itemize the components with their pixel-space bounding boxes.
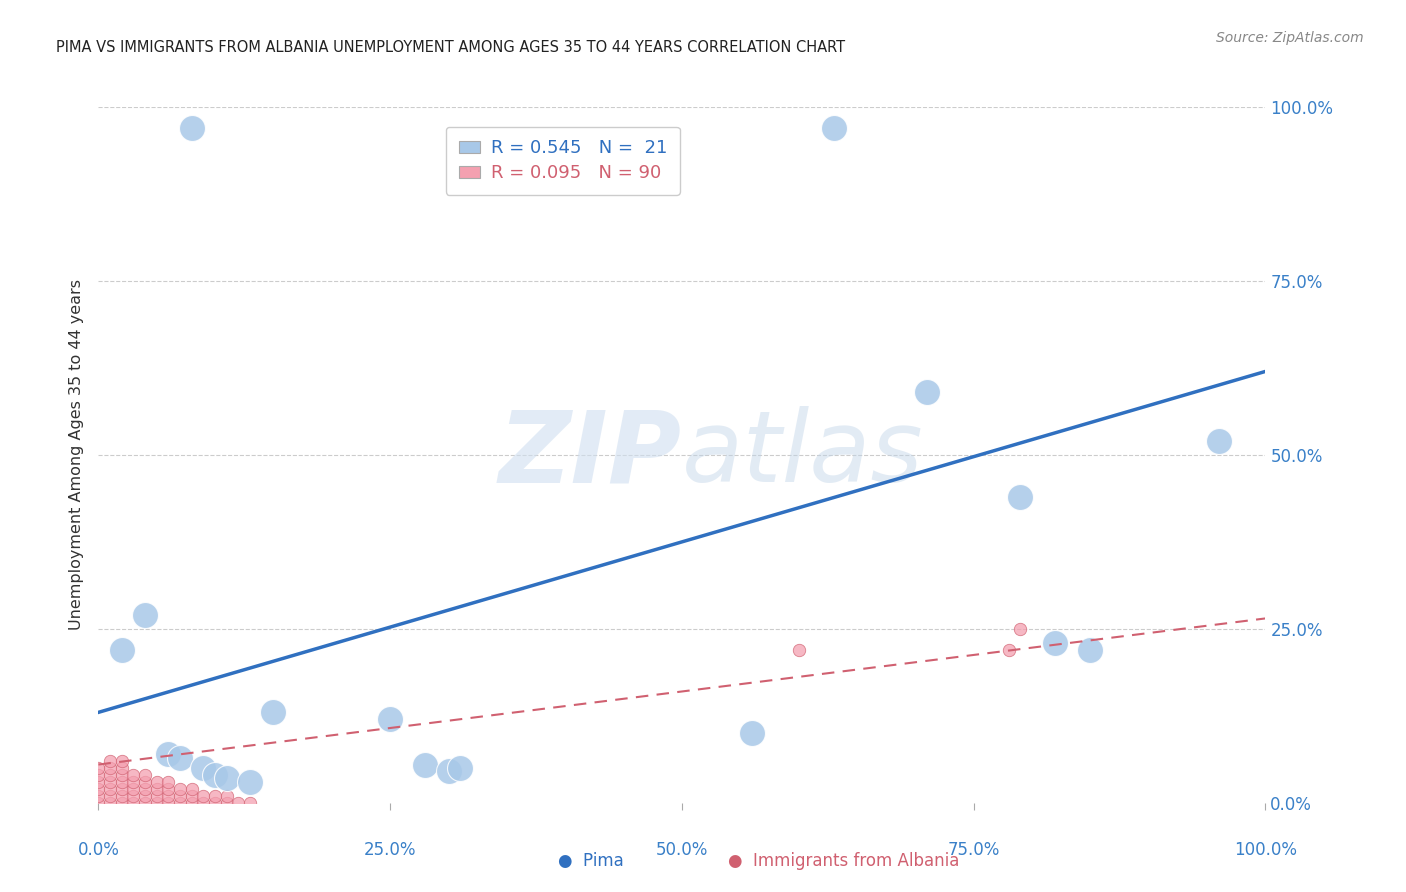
Point <box>157 775 180 789</box>
Point <box>111 768 134 782</box>
Point <box>1208 434 1230 448</box>
Text: 50.0%: 50.0% <box>655 841 709 859</box>
Point <box>87 761 110 775</box>
Point <box>134 789 156 803</box>
Point <box>87 775 110 789</box>
Point <box>134 781 156 796</box>
Point <box>134 768 156 782</box>
Point <box>169 750 191 764</box>
Point <box>823 120 845 135</box>
Text: 25.0%: 25.0% <box>364 841 416 859</box>
Point <box>741 726 763 740</box>
Point <box>787 642 810 657</box>
Point <box>98 781 121 796</box>
Text: Source: ZipAtlas.com: Source: ZipAtlas.com <box>1216 31 1364 45</box>
Point <box>122 796 145 810</box>
Point <box>228 796 250 810</box>
Point <box>111 775 134 789</box>
Point <box>449 761 471 775</box>
Point <box>111 642 134 657</box>
Point <box>180 789 202 803</box>
Legend: R = 0.545   N =  21, R = 0.095   N = 90: R = 0.545 N = 21, R = 0.095 N = 90 <box>446 127 681 195</box>
Point <box>169 781 191 796</box>
Point <box>380 712 402 726</box>
Point <box>98 789 121 803</box>
Point <box>193 761 215 775</box>
Point <box>146 789 169 803</box>
Point <box>87 768 110 782</box>
Text: atlas: atlas <box>682 407 924 503</box>
Point <box>193 796 215 810</box>
Point <box>204 796 226 810</box>
Point <box>215 796 238 810</box>
Point <box>134 796 156 810</box>
Point <box>169 796 191 810</box>
Point <box>1080 642 1102 657</box>
Point <box>87 796 110 810</box>
Y-axis label: Unemployment Among Ages 35 to 44 years: Unemployment Among Ages 35 to 44 years <box>69 279 84 631</box>
Point <box>146 796 169 810</box>
Text: 75.0%: 75.0% <box>948 841 1000 859</box>
Text: ZIP: ZIP <box>499 407 682 503</box>
Point <box>87 789 110 803</box>
Point <box>215 789 238 803</box>
Point <box>122 781 145 796</box>
Point <box>146 775 169 789</box>
Point <box>180 781 202 796</box>
Point <box>204 768 226 782</box>
Point <box>134 607 156 622</box>
Point <box>122 768 145 782</box>
Point <box>239 775 262 789</box>
Point <box>204 789 226 803</box>
Point <box>111 754 134 768</box>
Point <box>915 385 938 400</box>
Point <box>262 706 284 720</box>
Point <box>134 775 156 789</box>
Point <box>1010 622 1032 636</box>
Point <box>180 796 202 810</box>
Point <box>98 796 121 810</box>
Text: ●  Immigrants from Albania: ● Immigrants from Albania <box>728 852 959 870</box>
Text: 100.0%: 100.0% <box>1234 841 1296 859</box>
Point <box>215 772 238 786</box>
Point <box>1010 490 1032 504</box>
Point <box>98 775 121 789</box>
Point <box>169 789 191 803</box>
Point <box>157 789 180 803</box>
Point <box>180 120 202 135</box>
Point <box>997 642 1019 657</box>
Text: ●  Pima: ● Pima <box>558 852 623 870</box>
Point <box>122 789 145 803</box>
Point <box>111 781 134 796</box>
Point <box>98 768 121 782</box>
Point <box>98 761 121 775</box>
Point <box>157 747 180 761</box>
Text: 0.0%: 0.0% <box>77 841 120 859</box>
Point <box>437 764 460 779</box>
Point <box>87 781 110 796</box>
Point <box>239 796 262 810</box>
Point <box>98 754 121 768</box>
Point <box>157 781 180 796</box>
Point <box>146 781 169 796</box>
Point <box>111 789 134 803</box>
Point <box>111 796 134 810</box>
Point <box>1045 636 1067 650</box>
Point <box>111 761 134 775</box>
Point <box>122 775 145 789</box>
Point <box>413 757 436 772</box>
Text: PIMA VS IMMIGRANTS FROM ALBANIA UNEMPLOYMENT AMONG AGES 35 TO 44 YEARS CORRELATI: PIMA VS IMMIGRANTS FROM ALBANIA UNEMPLOY… <box>56 40 845 55</box>
Point <box>157 796 180 810</box>
Point <box>193 789 215 803</box>
